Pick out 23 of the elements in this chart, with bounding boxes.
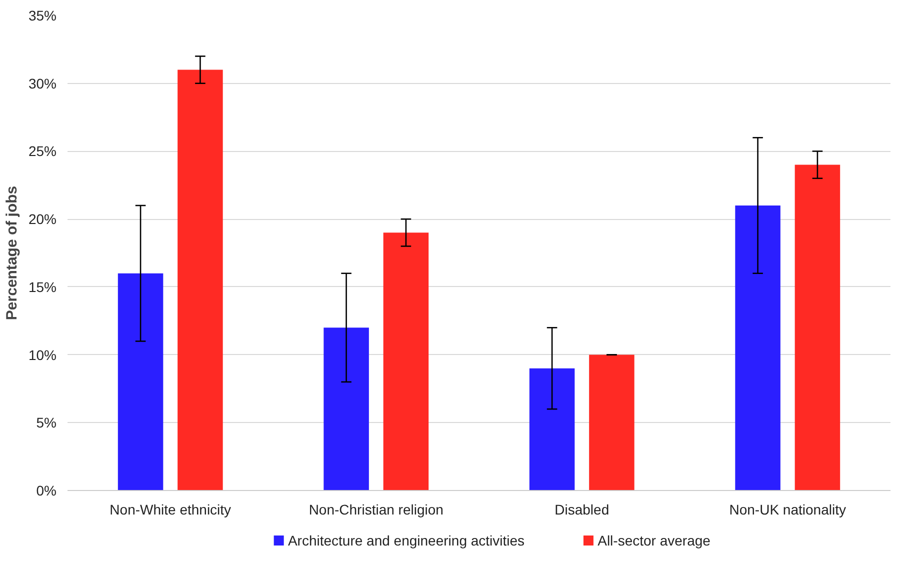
- y-tick-label: 0%: [36, 482, 56, 498]
- bar: [118, 273, 164, 490]
- legend-label: Architecture and engineering activities: [288, 532, 525, 548]
- y-tick-label: 20%: [28, 211, 57, 228]
- x-tick-label: Non-Christian religion: [308, 502, 444, 518]
- y-tick-label: 15%: [28, 278, 57, 295]
- x-tick-label: Disabled: [554, 502, 610, 518]
- y-tick-label: 25%: [28, 143, 57, 160]
- y-tick-label: 35%: [28, 8, 57, 24]
- x-tick-label: Non-White ethnicity: [110, 502, 232, 518]
- bar: [383, 232, 429, 490]
- y-tick-label: 10%: [28, 346, 57, 363]
- bar: [794, 164, 840, 490]
- x-tick-label: Non-UK nationality: [729, 502, 846, 518]
- bar: [735, 206, 780, 490]
- bar: [178, 70, 223, 490]
- bar: [589, 354, 634, 490]
- y-tick-label: 5%: [36, 414, 56, 431]
- legend-label: All-sector average: [598, 532, 711, 548]
- y-tick-label: 30%: [28, 75, 57, 92]
- bar: [529, 368, 575, 490]
- bar: [324, 328, 369, 490]
- y-axis-title: Percentage of jobs: [3, 186, 20, 320]
